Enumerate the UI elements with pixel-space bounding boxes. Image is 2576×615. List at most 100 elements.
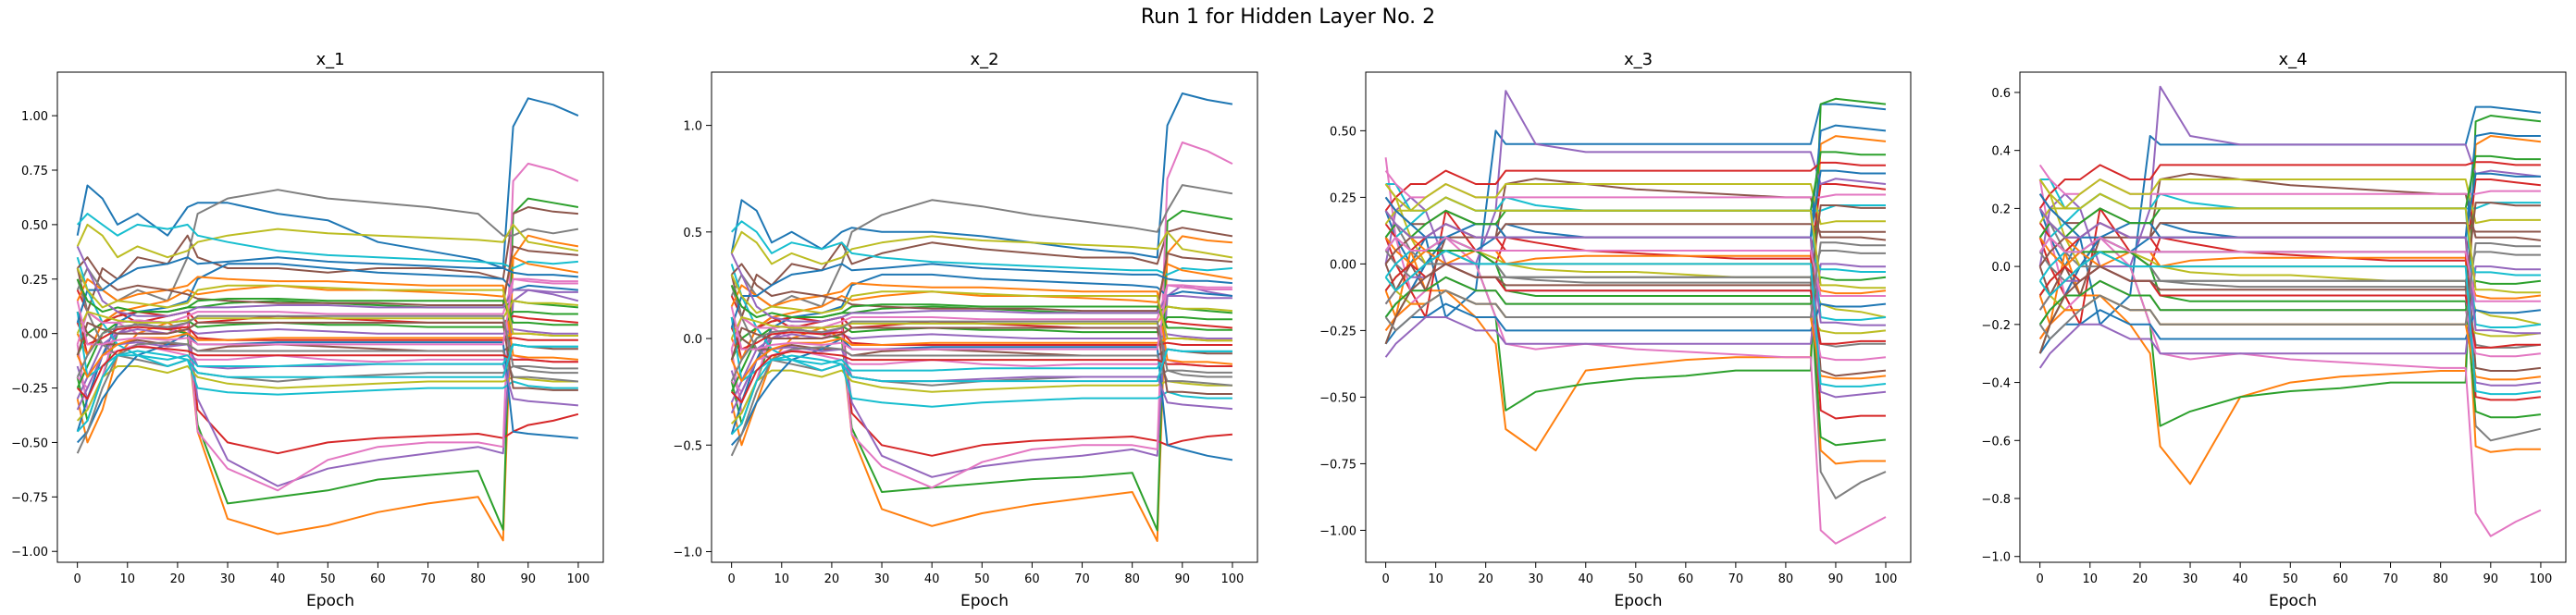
series-line-24 — [76, 322, 578, 346]
x-tick-label: 30 — [1528, 572, 1543, 586]
series-line-36 — [76, 321, 578, 391]
series-line-40 — [730, 348, 1232, 436]
x-axis-label: Epoch — [2269, 592, 2317, 610]
x-tick-label: 20 — [170, 572, 186, 586]
series-line-37 — [2038, 236, 2541, 302]
x-tick-label: 60 — [370, 572, 386, 586]
y-tick-label: −1.00 — [1319, 524, 1356, 538]
series-group — [2038, 85, 2542, 537]
series-group — [730, 92, 1233, 542]
axes-frame — [711, 71, 1258, 563]
y-tick-label: 0.50 — [1330, 125, 1356, 139]
series-line-39 — [1384, 183, 1886, 289]
axes-frame — [1365, 71, 1912, 563]
series-line-29 — [76, 300, 578, 335]
x-tick-label: 60 — [1678, 572, 1694, 586]
series-line-38 — [1384, 241, 1886, 332]
x-tick-label: 40 — [1578, 572, 1593, 586]
series-line-25 — [2038, 265, 2541, 369]
x-tick-label: 30 — [2183, 572, 2198, 586]
series-line-36 — [1384, 204, 1886, 345]
y-tick-label: 0.25 — [21, 274, 48, 288]
series-line-10 — [730, 220, 1232, 276]
series-line-33 — [730, 284, 1232, 331]
series-line-38 — [2038, 242, 2541, 340]
series-line-35 — [76, 245, 578, 317]
x-tick-label: 80 — [1778, 572, 1794, 586]
y-tick-label: −0.6 — [1981, 435, 2011, 449]
series-line-36 — [730, 326, 1232, 395]
y-tick-label: −1.0 — [673, 546, 702, 560]
y-tick-label: −0.5 — [673, 439, 702, 453]
y-tick-label: 0.6 — [1991, 87, 2011, 101]
y-tick-label: −0.50 — [1319, 391, 1356, 405]
series-line-38 — [730, 320, 1232, 382]
y-tick-label: 0.2 — [1991, 203, 2011, 216]
y-tick-label: 1.0 — [683, 120, 702, 134]
x-tick-label: 100 — [1221, 572, 1245, 586]
y-tick-label: 0.0 — [1991, 261, 2011, 275]
x-tick-label: 40 — [2233, 572, 2248, 586]
series-line-2 — [730, 235, 1232, 542]
x-tick-label: 90 — [2483, 572, 2499, 586]
series-line-35 — [1384, 210, 1886, 326]
series-line-39 — [730, 274, 1232, 342]
x-tick-label: 20 — [2133, 572, 2149, 586]
x-tick-label: 20 — [824, 572, 840, 586]
x-tick-label: 80 — [1124, 572, 1140, 586]
series-line-40 — [2038, 251, 2542, 396]
series-line-24 — [2038, 161, 2541, 209]
series-line-21 — [76, 332, 578, 444]
series-line-40 — [76, 343, 578, 433]
chart-panel-3: 0 10 20 30 40 50 60 70 80 90 100 −1.00 −0.75 −0.50 −0.… — [1319, 50, 1912, 610]
y-tick-label: 0.00 — [1330, 258, 1356, 272]
x-tick-label: 90 — [1828, 572, 1844, 586]
x-axis-label: Epoch — [1614, 592, 1662, 610]
y-tick-label: 0.4 — [1991, 145, 2011, 159]
y-tick-label: −1.0 — [1981, 551, 2011, 565]
panel-title: x_3 — [1624, 50, 1653, 69]
series-line-34 — [76, 345, 578, 400]
x-tick-label: 70 — [420, 572, 436, 586]
x-tick-label: 0 — [74, 572, 81, 586]
series-line-39 — [2038, 178, 2541, 294]
y-tick-label: 1.00 — [21, 110, 48, 124]
x-tick-label: 30 — [220, 572, 236, 586]
x-axis-label: Epoch — [306, 592, 354, 610]
series-line-40 — [1384, 250, 1887, 387]
series-line-37 — [1384, 236, 1886, 297]
x-tick-label: 80 — [470, 572, 486, 586]
series-line-24 — [730, 327, 1232, 351]
x-tick-label: 90 — [1175, 572, 1191, 586]
series-line-39 — [76, 267, 578, 337]
series-line-9 — [76, 223, 579, 259]
x-tick-label: 0 — [1381, 572, 1389, 586]
x-tick-label: 100 — [567, 572, 590, 586]
series-group — [1384, 90, 1887, 545]
axes-frame — [56, 71, 604, 563]
series-line-24 — [1384, 161, 1886, 212]
y-tick-label: −0.75 — [1319, 458, 1356, 472]
y-tick-label: 0.75 — [21, 165, 48, 178]
chart-panel-4: 0 10 20 30 40 50 60 70 80 90 100 −1.0 −0.8 −0.6 −0.4 −0… — [1981, 50, 2567, 610]
series-line-35 — [730, 252, 1232, 323]
x-tick-label: 50 — [974, 572, 990, 586]
y-tick-label: −1.00 — [11, 546, 48, 560]
x-tick-label: 0 — [2037, 572, 2044, 586]
y-tick-label: −0.50 — [11, 437, 48, 450]
series-line-33 — [76, 278, 578, 326]
series-line-37 — [76, 277, 578, 346]
y-tick-label: −0.25 — [1319, 325, 1356, 338]
x-tick-label: 90 — [521, 572, 537, 586]
series-line-31 — [76, 256, 578, 324]
series-line-34 — [730, 350, 1232, 404]
x-tick-label: 50 — [1629, 572, 1644, 586]
x-tick-label: 80 — [2433, 572, 2448, 586]
x-tick-label: 10 — [1428, 572, 1443, 586]
series-line-21 — [730, 338, 1233, 461]
y-tick-label: −0.4 — [1981, 377, 2011, 391]
chart-panel-2: 0 10 20 30 40 50 60 70 80 90 100 −1.0 −0.5 0.0 0.5 1.0 x… — [673, 50, 1258, 610]
x-tick-label: 70 — [1728, 572, 1744, 586]
y-tick-label: 0.50 — [21, 219, 48, 233]
